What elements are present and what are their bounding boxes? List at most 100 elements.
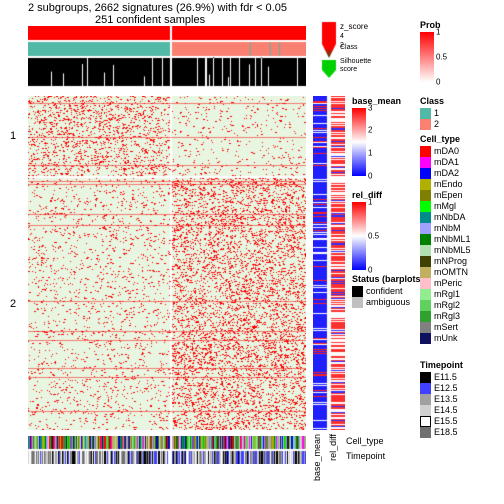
legend-swatch	[420, 278, 431, 289]
legend-label: mNProg	[434, 256, 467, 267]
legend-item: 2	[420, 119, 444, 130]
legend-swatch	[420, 311, 431, 322]
legend-label: mDA0	[434, 146, 459, 157]
legend-item: E12.5	[420, 383, 463, 394]
legend-label: mNbML5	[434, 245, 471, 256]
legend-swatch	[420, 394, 431, 405]
legend-item: mEndo	[420, 179, 471, 190]
legend-item: mRgl1	[420, 289, 471, 300]
legend-swatch	[420, 372, 431, 383]
legend-item: E13.5	[420, 394, 463, 405]
legend-swatch	[420, 234, 431, 245]
legend-item: mOMTN	[420, 267, 471, 278]
legend-item: mSert	[420, 322, 471, 333]
figure-root: 2 subgroups, 2662 signatures (26.9%) wit…	[0, 0, 504, 504]
legend-label: mRgl3	[434, 311, 460, 322]
legend-label: mUnk	[434, 333, 458, 344]
colorbar-rel-diff-gradient	[352, 202, 366, 270]
legend-label: E14.5	[434, 405, 458, 416]
legend-item: E15.5	[420, 416, 463, 427]
legend-item: mNProg	[420, 256, 471, 267]
legend-prob-gradient	[420, 32, 434, 82]
colorbar-rel-diff: rel_diff 1 0.5 0	[352, 190, 382, 270]
mini-zscore-icon	[320, 20, 338, 60]
title-line-1: 2 subgroups, 2662 signatures (26.9%) wit…	[28, 2, 287, 14]
mini-label-class: Class	[340, 44, 358, 51]
legend-item: mUnk	[420, 333, 471, 344]
legend-swatch	[420, 212, 431, 223]
legend-label: 2	[434, 119, 439, 130]
legend-prob: Prob 1 0.5 0	[420, 20, 441, 82]
legend-item: mPeric	[420, 278, 471, 289]
legend-swatch	[420, 383, 431, 394]
legend-label: E11.5	[434, 372, 457, 383]
legend-swatch	[420, 146, 431, 157]
legend-swatch	[420, 256, 431, 267]
legend-label: mMgl	[434, 201, 456, 212]
legend-swatch	[352, 297, 363, 308]
legend-swatch	[420, 245, 431, 256]
legend-item: mDA0	[420, 146, 471, 157]
legend-label: mRgl1	[434, 289, 460, 300]
legend-swatch	[420, 223, 431, 234]
legend-item: mNbDA	[420, 212, 471, 223]
bottom-annotation-rows	[28, 436, 306, 464]
legend-label: mNbM	[434, 223, 461, 234]
bottom-row-label-celltype: Cell_type	[346, 436, 384, 446]
signature-heatmap	[28, 96, 306, 430]
title-line-2: 251 confident samples	[95, 14, 205, 26]
legend-item: mNbML5	[420, 245, 471, 256]
legend-label: mDA1	[434, 157, 459, 168]
side-col-label-rel-diff: rel_diff	[328, 434, 338, 461]
legend-swatch	[420, 267, 431, 278]
row-group-label-2: 2	[10, 298, 16, 310]
legend-swatch	[420, 119, 431, 130]
legend-item: mMgl	[420, 201, 471, 212]
legend-item: ambiguous	[352, 297, 424, 308]
legend-timepoint: Timepoint E11.5E12.5E13.5E14.5E15.5E18.5	[420, 360, 463, 438]
row-group-label-1: 1	[10, 130, 16, 142]
legend-item: E11.5	[420, 372, 463, 383]
legend-swatch	[420, 190, 431, 201]
legend-label: mEndo	[434, 179, 463, 190]
legend-item: mNbM	[420, 223, 471, 234]
legend-label: mPeric	[434, 278, 462, 289]
legend-item: E14.5	[420, 405, 463, 416]
legend-item: mRgl2	[420, 300, 471, 311]
legend-swatch	[420, 405, 431, 416]
legend-label: mDA2	[434, 168, 459, 179]
colorbar-base-mean-gradient	[352, 108, 366, 176]
legend-swatch	[420, 179, 431, 190]
legend-swatch	[420, 289, 431, 300]
legend-item: mDA2	[420, 168, 471, 179]
legend-swatch	[420, 157, 431, 168]
legend-class: Class 12	[420, 96, 444, 130]
legend-item: mRgl3	[420, 311, 471, 322]
legend-label: mOMTN	[434, 267, 468, 278]
legend-swatch	[420, 333, 431, 344]
legend-item: mDA1	[420, 157, 471, 168]
legend-swatch	[420, 201, 431, 212]
legend-label: ambiguous	[366, 297, 410, 308]
legend-swatch	[420, 108, 431, 119]
legend-item: 1	[420, 108, 444, 119]
legend-swatch	[420, 416, 431, 427]
legend-item: mEpen	[420, 190, 471, 201]
legend-label: mEpen	[434, 190, 463, 201]
legend-swatch	[352, 286, 363, 297]
colorbar-base-mean: base_mean 3 2 1 0	[352, 96, 401, 176]
legend-label: 1	[434, 108, 439, 119]
legend-label: E13.5	[434, 394, 458, 405]
legend-swatch	[420, 322, 431, 333]
mini-silhouette-icon	[320, 58, 338, 80]
legend-item: confident	[352, 286, 424, 297]
legend-item: E18.5	[420, 427, 463, 438]
legend-swatch	[420, 300, 431, 311]
side-col-label-base-mean: base_mean	[312, 434, 322, 481]
legend-label: mNbML1	[434, 234, 471, 245]
side-annotation-columns	[313, 96, 345, 430]
legend-label: E12.5	[434, 383, 458, 394]
legend-label: mNbDA	[434, 212, 466, 223]
legend-swatch	[420, 168, 431, 179]
legend-item: mNbML1	[420, 234, 471, 245]
